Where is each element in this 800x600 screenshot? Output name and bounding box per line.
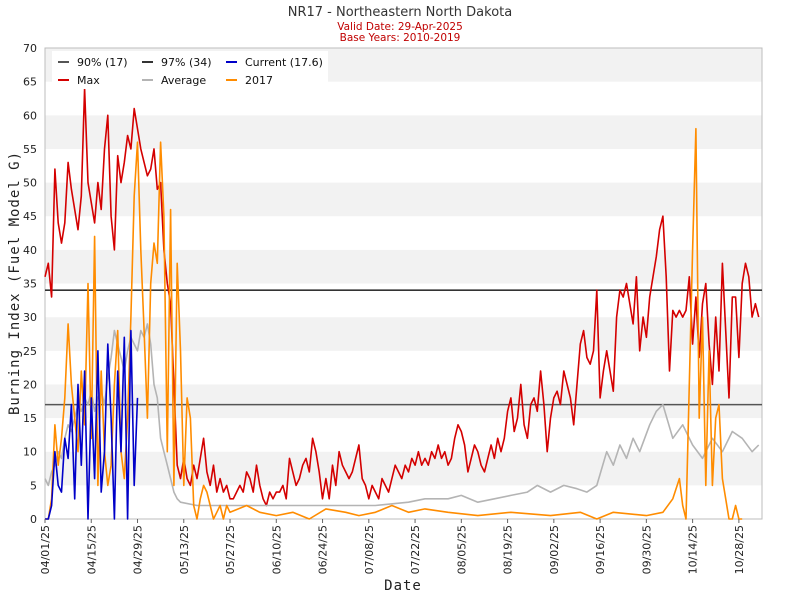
grid-band xyxy=(45,451,762,486)
x-tick-label: 04/15/25 xyxy=(85,525,98,574)
y-tick-label: 45 xyxy=(23,210,37,223)
grid-band xyxy=(45,115,762,149)
x-tick-label: 08/19/25 xyxy=(502,525,515,574)
series-line xyxy=(45,329,139,520)
grid-band xyxy=(45,418,762,452)
x-tick-label: 09/16/25 xyxy=(594,525,607,574)
x-tick-label: 09/02/25 xyxy=(548,525,561,574)
y-tick-label: 10 xyxy=(23,446,37,459)
grid-band xyxy=(45,148,762,183)
x-tick-label: 06/10/25 xyxy=(270,525,283,574)
y-axis-title: Burning Index (Fuel Model G) xyxy=(7,151,23,415)
plot-area xyxy=(44,47,763,520)
y-tick-label: 50 xyxy=(23,177,37,190)
x-tick-label: 05/27/25 xyxy=(224,525,237,574)
x-tick-label: 04/29/25 xyxy=(132,525,145,574)
legend-label: Max xyxy=(77,74,100,87)
x-tick-label: 07/22/25 xyxy=(409,525,422,574)
grid-band xyxy=(45,182,762,217)
chart-subtitle-base-years: Base Years: 2010-2019 xyxy=(340,32,461,44)
legend-label: Average xyxy=(161,74,206,87)
y-tick-label: 70 xyxy=(23,42,37,55)
x-tick-label: 10/28/25 xyxy=(733,525,746,574)
x-tick-label: 08/05/25 xyxy=(455,525,468,574)
series-lines xyxy=(44,87,760,520)
legend-box xyxy=(52,51,328,89)
legend-label: 97% (34) xyxy=(161,56,212,69)
grid-band xyxy=(45,216,762,250)
chart-subtitle-valid-date: Valid Date: 29-Apr-2025 xyxy=(337,21,463,33)
x-tick-label: 09/30/25 xyxy=(640,525,653,574)
y-tick-label: 0 xyxy=(30,513,37,526)
grid-band xyxy=(45,317,762,351)
y-tick-label: 20 xyxy=(23,378,37,391)
grid-band xyxy=(45,283,762,318)
legend: 90% (17) 97% (34) Current (17.6) Max Average… xyxy=(52,51,328,89)
x-axis-title: Date xyxy=(384,578,422,594)
grid-band xyxy=(45,350,762,385)
y-tick-label: 40 xyxy=(23,244,37,257)
x-tick-label: 07/08/25 xyxy=(363,525,376,574)
legend-label: Current (17.6) xyxy=(245,56,323,69)
y-tick-label: 25 xyxy=(23,345,37,358)
y-tick-label: 5 xyxy=(30,479,37,492)
x-axis: 04/01/25 04/15/25 04/29/25 05/13/25 05/27/25… xyxy=(39,519,746,574)
y-axis: 0 5 10 15 20 25 30 35 40 45 50 55 60 65 70 xyxy=(23,42,37,526)
grid-bands xyxy=(45,48,762,519)
grid-band xyxy=(45,384,762,419)
y-tick-label: 35 xyxy=(23,278,37,291)
series-line xyxy=(45,127,743,520)
y-tick-label: 65 xyxy=(23,76,37,89)
y-tick-label: 15 xyxy=(23,412,37,425)
legend-label: 2017 xyxy=(245,74,273,87)
y-tick-label: 30 xyxy=(23,311,37,324)
legend-label: 90% (17) xyxy=(77,56,128,69)
y-tick-label: 60 xyxy=(23,109,37,122)
chart-title: NR17 - Northeastern North Dakota xyxy=(288,5,513,20)
x-tick-label: 04/01/25 xyxy=(39,525,52,574)
x-tick-label: 10/14/25 xyxy=(687,525,700,574)
series-line xyxy=(44,323,760,507)
x-tick-label: 05/13/25 xyxy=(178,525,191,574)
y-tick-label: 55 xyxy=(23,143,37,156)
x-tick-label: 06/24/25 xyxy=(317,525,330,574)
